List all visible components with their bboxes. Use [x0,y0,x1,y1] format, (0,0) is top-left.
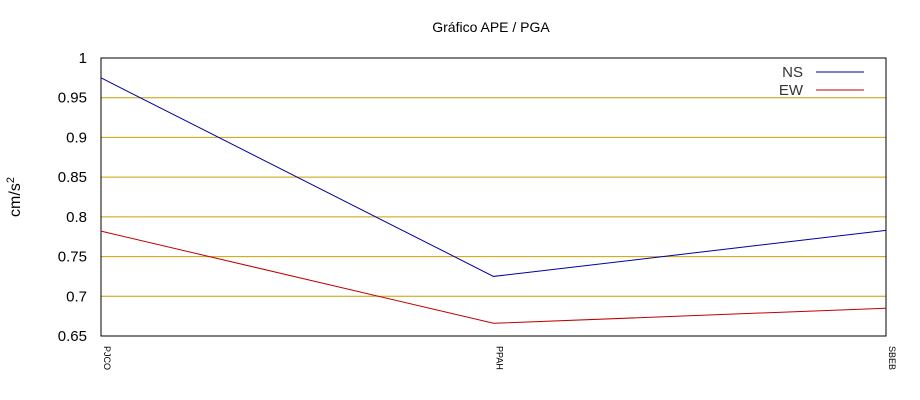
y-tick-label: 1 [79,50,87,67]
y-tick-label: 0.9 [66,129,87,146]
plot-lines [100,77,887,324]
y-tick-label: 0.8 [66,209,87,226]
y-tick-label: 0.75 [58,249,87,266]
y-tick-label: 0.65 [58,328,87,345]
grid [101,97,886,297]
x-tick-label: PPAH [495,346,505,370]
y-tick-label: 0.85 [58,169,87,186]
x-tick-label: SBEB [887,346,897,370]
y-tick-label: 0.7 [66,288,87,305]
y-axis-label-unit: cm/s [7,183,24,217]
x-tick-label: PJCO [102,346,112,370]
series-line-ns [100,77,887,277]
y-tick-label: 0.95 [58,90,87,107]
y-axis-label: cm/s2 [5,177,24,217]
chart-title: Gráfico APE / PGA [432,19,550,35]
y-axis: 1 0.95 0.9 0.85 0.8 0.75 0.7 0.65 [58,50,87,345]
legend-label-ew: EW [779,82,804,99]
plot-frame [100,57,887,337]
x-axis: PJCO PPAH SBEB [102,346,897,370]
series-line-ew [100,230,887,324]
legend-label-ns: NS [782,64,803,81]
y-axis-label-exponent: 2 [5,177,17,183]
